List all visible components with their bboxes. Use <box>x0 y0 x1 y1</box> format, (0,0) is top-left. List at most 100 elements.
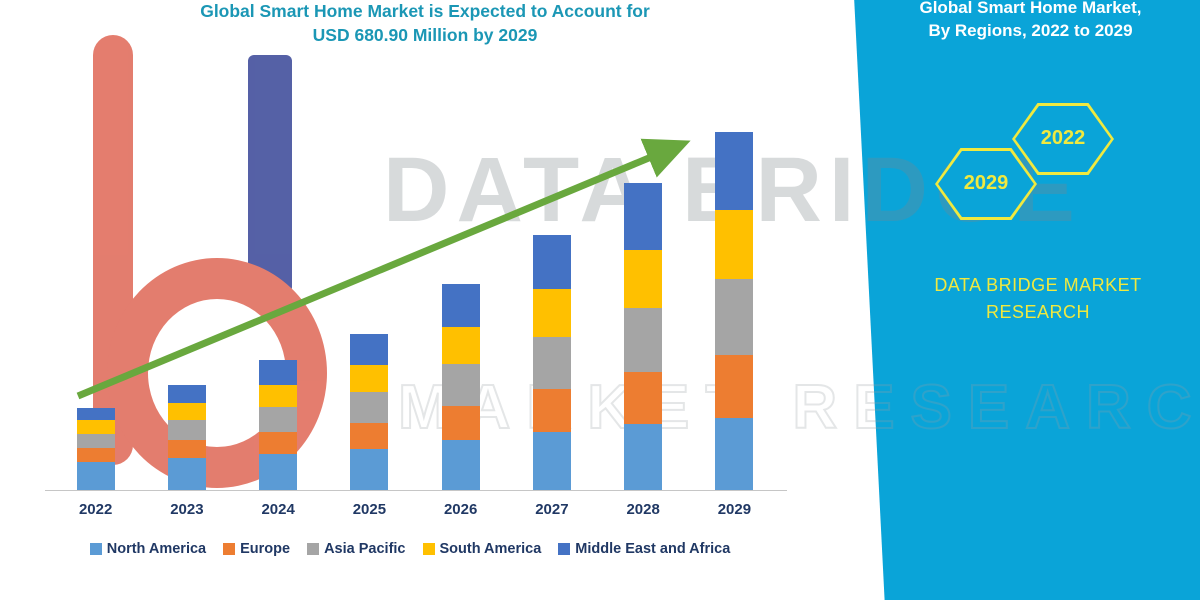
bar-segment-2026-asia-pacific <box>441 363 480 406</box>
bar-segment-2029-asia-pacific <box>715 278 754 355</box>
bar-segment-2027-middle-east-and-africa <box>532 234 571 290</box>
brand-name-line2: RESEARCH <box>985 302 1091 322</box>
bar-segment-2023-asia-pacific <box>167 420 206 441</box>
bar-segment-2026-europe <box>441 405 480 441</box>
bar-segment-2027-north-america <box>532 432 571 490</box>
bar-segment-2023-north-america <box>167 458 206 490</box>
legend-item-south-america: South America <box>422 541 542 557</box>
x-axis-line <box>45 490 787 491</box>
plot-area <box>50 122 780 490</box>
hexagon-2022-label: 2022 <box>1015 105 1111 173</box>
bar-segment-2028-north-america <box>624 424 663 490</box>
bar-segment-2028-south-america <box>624 249 663 308</box>
bar-column-2029 <box>689 122 780 490</box>
panel-heading-line2: By Regions, 2022 to 2029 <box>928 20 1133 40</box>
legend-swatch <box>558 543 571 555</box>
legend-label: Asia Pacific <box>324 541 406 557</box>
legend-item-middle-east-and-africa: Middle East and Africa <box>558 541 730 557</box>
chart-title-line2: USD 680.90 Million by 2029 <box>312 24 538 45</box>
legend-label: Europe <box>240 541 291 557</box>
bar-stack-2024 <box>259 359 298 490</box>
legend-item-europe: Europe <box>223 541 290 557</box>
bar-segment-2029-europe <box>715 354 754 418</box>
x-tick-2028: 2028 <box>626 501 660 518</box>
bar-segment-2024-middle-east-and-africa <box>259 359 298 385</box>
bar-stack-2022 <box>76 407 115 490</box>
x-tick-2029: 2029 <box>717 501 752 518</box>
bar-segment-2029-north-america <box>715 417 754 490</box>
bar-segment-2028-middle-east-and-africa <box>624 182 663 250</box>
legend-swatch <box>422 543 435 555</box>
chart-legend: North America Europe Asia Pacific South Ame… <box>35 541 785 557</box>
bar-column-2026 <box>415 122 506 490</box>
bar-stack-2029 <box>715 132 754 490</box>
x-axis-labels: 2022 2023 2024 2025 2026 2027 2028 2029 <box>50 501 780 518</box>
legend-swatch <box>223 543 236 555</box>
brand-name: DATA BRIDGE MARKET RESEARCH <box>882 272 1194 326</box>
chart-title: Global Smart Home Market is Expected to … <box>25 0 825 47</box>
hexagon-2029-label: 2029 <box>938 150 1034 218</box>
bar-segment-2023-middle-east-and-africa <box>167 384 206 403</box>
bar-segment-2025-north-america <box>350 449 389 490</box>
bar-column-2025 <box>324 122 415 490</box>
bar-segment-2027-europe <box>532 389 571 433</box>
bar-column-2022 <box>50 122 141 490</box>
bar-segment-2025-europe <box>350 422 389 449</box>
legend-item-asia-pacific: Asia Pacific <box>307 541 406 557</box>
bar-segment-2022-asia-pacific <box>76 433 115 448</box>
hexagon-2029-border: 2029 <box>935 148 1037 220</box>
x-tick-2025: 2025 <box>352 501 387 518</box>
bar-stack-2028 <box>624 182 663 490</box>
bar-column-2023 <box>141 122 232 490</box>
bar-segment-2026-south-america <box>441 327 480 364</box>
hexagon-2029: 2029 <box>935 148 1037 220</box>
bar-segment-2022-south-america <box>76 419 115 434</box>
chart-title-line1: Global Smart Home Market is Expected to … <box>200 1 650 21</box>
right-brand-panel <box>854 0 1200 600</box>
bar-segment-2025-middle-east-and-africa <box>350 334 389 365</box>
bar-segment-2024-asia-pacific <box>259 406 298 433</box>
hexagon-2022: 2022 <box>1012 103 1114 175</box>
hexagon-2022-border: 2022 <box>1012 103 1114 175</box>
bar-column-2027 <box>506 122 597 490</box>
x-tick-2026: 2026 <box>443 501 478 518</box>
bar-segment-2024-south-america <box>259 384 298 407</box>
brand-name-line1: DATA BRIDGE MARKET <box>934 275 1142 295</box>
bar-column-2024 <box>233 122 324 490</box>
bar-stack-2023 <box>167 384 206 490</box>
bar-segment-2024-north-america <box>259 454 298 490</box>
bar-stack-2027 <box>532 234 571 490</box>
legend-label: South America <box>439 541 542 557</box>
bar-segment-2027-south-america <box>532 289 571 337</box>
bar-stack-2026 <box>441 284 480 490</box>
legend-item-north-america: North America <box>89 541 207 557</box>
legend-label: North America <box>106 541 207 557</box>
bar-segment-2026-north-america <box>441 440 480 490</box>
panel-heading-line1: Global Smart Home Market, <box>919 0 1142 17</box>
bar-segment-2029-middle-east-and-africa <box>715 132 754 211</box>
bar-segment-2029-south-america <box>715 210 754 279</box>
bar-segment-2023-europe <box>167 440 206 459</box>
bar-segment-2025-asia-pacific <box>350 392 389 423</box>
bar-segment-2022-middle-east-and-africa <box>76 407 115 420</box>
bar-segment-2028-asia-pacific <box>624 307 663 372</box>
x-tick-2023: 2023 <box>170 501 204 518</box>
legend-label: Middle East and Africa <box>575 541 731 557</box>
x-tick-2027: 2027 <box>535 501 569 518</box>
x-tick-2024: 2024 <box>261 501 295 518</box>
bar-segment-2025-south-america <box>350 364 389 393</box>
legend-swatch <box>89 543 102 555</box>
x-tick-2022: 2022 <box>78 501 113 518</box>
bar-segment-2023-south-america <box>167 402 206 421</box>
bar-segment-2022-north-america <box>76 462 115 490</box>
bar-segment-2022-europe <box>76 447 115 463</box>
bar-stack-2025 <box>350 334 389 490</box>
bar-segment-2027-asia-pacific <box>532 336 571 390</box>
legend-swatch <box>307 543 320 555</box>
panel-heading: Global Smart Home Market, By Regions, 20… <box>868 0 1193 43</box>
bar-column-2028 <box>598 122 689 490</box>
bar-segment-2026-middle-east-and-africa <box>441 284 480 328</box>
bar-segment-2028-europe <box>624 371 663 425</box>
bar-segment-2024-europe <box>259 432 298 455</box>
